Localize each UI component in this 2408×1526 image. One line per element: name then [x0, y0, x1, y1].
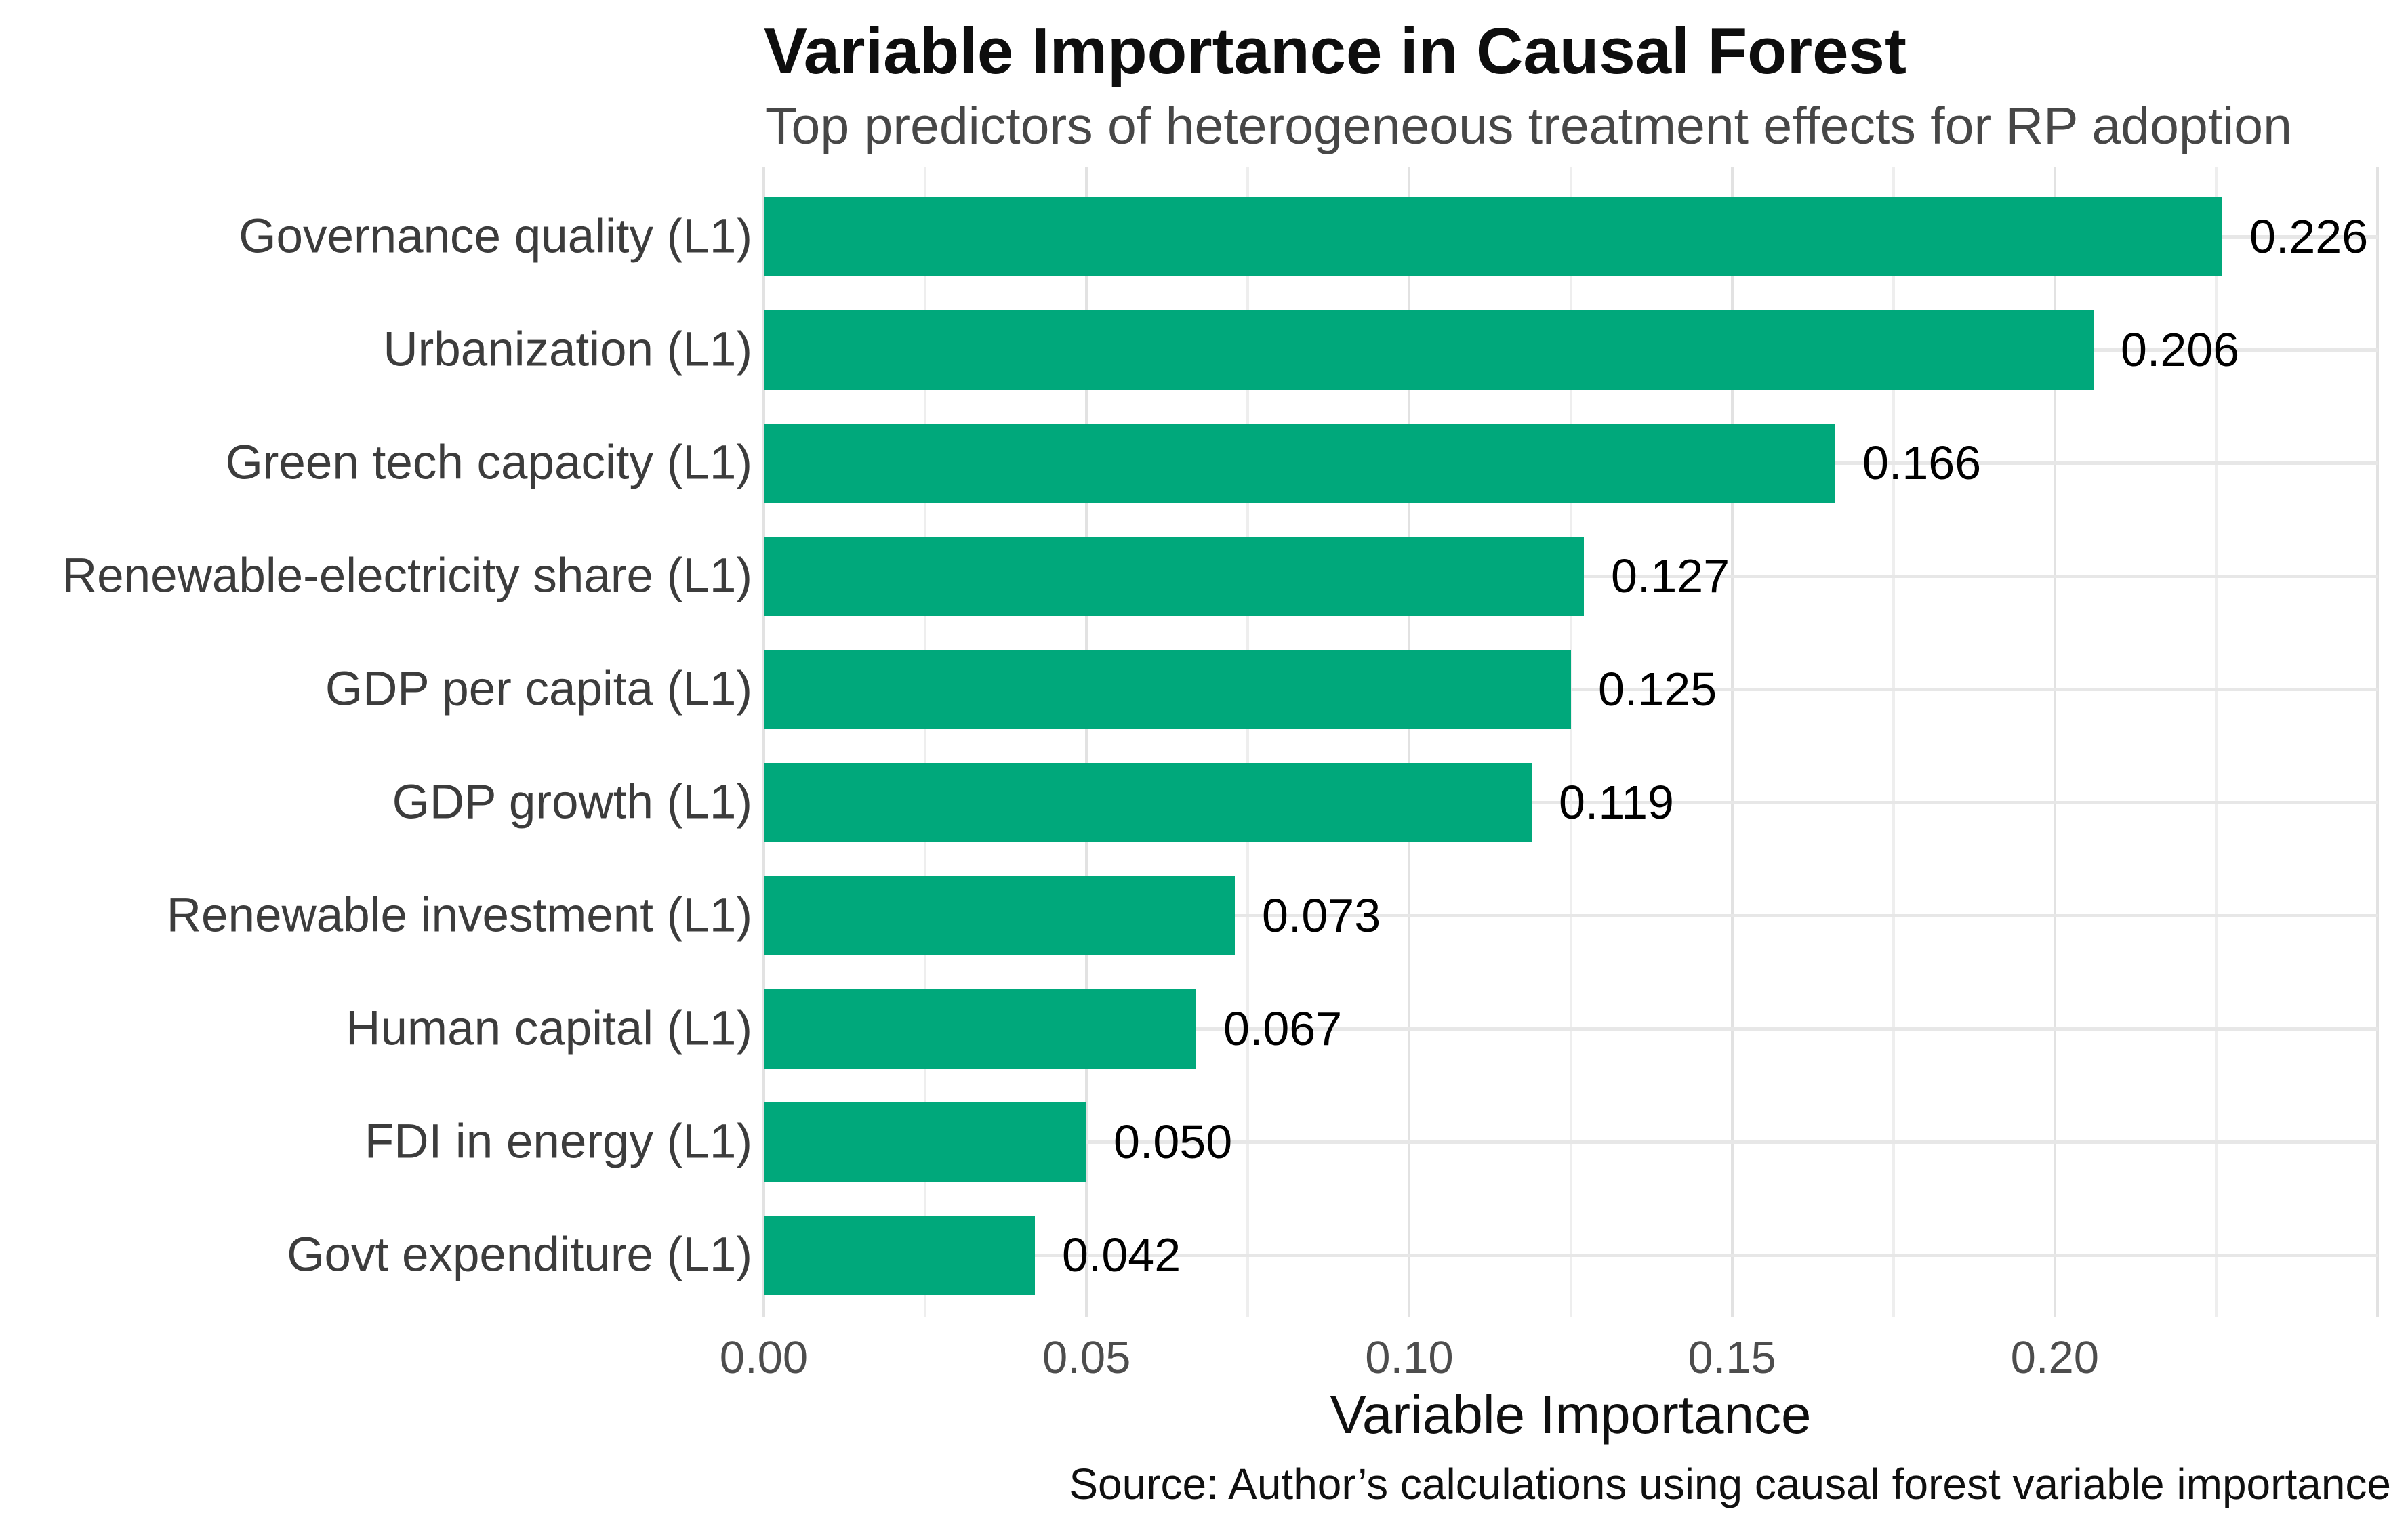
vertical-minor-gridline — [1569, 167, 1572, 1317]
bar-value-label: 0.119 — [1559, 776, 1674, 829]
vertical-minor-gridline — [1892, 167, 1895, 1317]
bar — [764, 649, 1571, 729]
plot-panel: 0.226 0.206 0.166 0.127 0.125 0.119 0.073 0.067… — [762, 167, 2379, 1317]
vertical-major-gridline — [2053, 167, 2056, 1317]
x-tick-label: 0.10 — [1365, 1332, 1454, 1383]
x-axis-title: Variable Importance — [1330, 1384, 1812, 1445]
bar — [764, 1102, 1086, 1182]
category-label: Renewable investment (L1) — [166, 888, 752, 943]
vertical-major-gridline — [762, 167, 765, 1317]
x-tick-label: 0.00 — [719, 1332, 809, 1383]
bar-value-label: 0.042 — [1062, 1229, 1181, 1281]
y-axis-labels: Governance quality (L1) Urbanization (L1)… — [0, 167, 752, 1317]
x-tick-label: 0.05 — [1042, 1332, 1131, 1383]
vertical-major-gridline — [1085, 167, 1088, 1317]
bar — [764, 875, 1235, 955]
bar-value-label: 0.226 — [2249, 210, 2369, 263]
category-label: Urbanization (L1) — [383, 323, 752, 377]
horizontal-gridline — [764, 1027, 2378, 1031]
x-axis-ticks: 0.00 0.05 0.10 0.15 0.20 — [720, 1332, 2378, 1389]
bar-value-label: 0.125 — [1598, 663, 1717, 716]
category-label: FDI in energy (L1) — [364, 1115, 752, 1169]
chart-subtitle: Top predictors of heterogeneous treatmen… — [765, 97, 2292, 155]
bar — [764, 989, 1196, 1069]
horizontal-gridline — [764, 1140, 2378, 1144]
vertical-major-gridline — [2376, 167, 2379, 1317]
source-caption: Source: Author’s calculations using caus… — [1069, 1460, 2391, 1508]
horizontal-gridline — [764, 1254, 2378, 1257]
bar-value-label: 0.073 — [1262, 889, 1381, 942]
category-label: Governance quality (L1) — [239, 209, 752, 264]
category-label: Green tech capacity (L1) — [225, 436, 752, 490]
bar-value-label: 0.050 — [1114, 1115, 1233, 1168]
vertical-minor-gridline — [2214, 167, 2218, 1317]
horizontal-gridline — [764, 801, 2378, 804]
x-tick-label: 0.15 — [1688, 1332, 1776, 1383]
category-label: Govt expenditure (L1) — [287, 1228, 752, 1282]
horizontal-gridline — [764, 914, 2378, 917]
bar — [764, 536, 1584, 616]
bar — [764, 423, 1835, 503]
bar — [764, 310, 2094, 390]
category-label: Renewable-electricity share (L1) — [62, 549, 752, 603]
chart-title: Variable Importance in Causal Forest — [764, 15, 1906, 87]
bar-value-label: 0.067 — [1223, 1002, 1343, 1055]
bar — [764, 762, 1532, 842]
vertical-minor-gridline — [924, 167, 927, 1317]
bar-value-label: 0.206 — [2121, 323, 2240, 376]
x-tick-label: 0.20 — [2010, 1332, 2099, 1383]
category-label: GDP per capita (L1) — [325, 662, 752, 716]
bar — [764, 1215, 1035, 1295]
category-label: Human capital (L1) — [346, 1002, 752, 1056]
bar — [764, 197, 2222, 276]
bar-value-label: 0.127 — [1611, 550, 1730, 602]
vertical-major-gridline — [1408, 167, 1411, 1317]
category-label: GDP growth (L1) — [392, 775, 752, 829]
vertical-major-gridline — [1730, 167, 1734, 1317]
vertical-minor-gridline — [1246, 167, 1250, 1317]
bar-value-label: 0.166 — [1862, 436, 1982, 489]
